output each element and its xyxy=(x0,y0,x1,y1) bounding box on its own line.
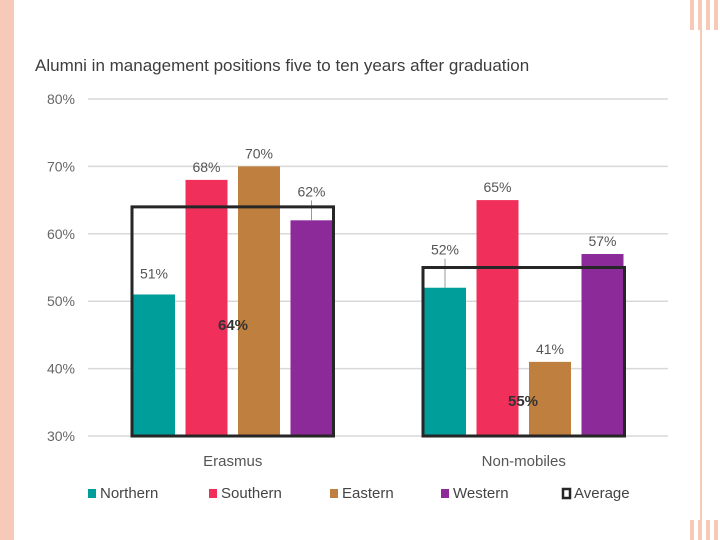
legend-swatch-southern xyxy=(209,489,217,498)
slide-corner-decoration xyxy=(690,520,720,540)
data-label: 62% xyxy=(297,183,325,199)
legend-label: Average xyxy=(574,485,630,502)
y-tick-label: 70% xyxy=(47,158,75,174)
legend-swatch-average xyxy=(561,487,572,500)
slide-corner-decoration xyxy=(690,0,720,30)
category-label: Non-mobiles xyxy=(482,453,566,470)
y-tick-label: 40% xyxy=(47,361,75,377)
average-box xyxy=(130,205,335,438)
average-label: 55% xyxy=(508,393,538,410)
slide-left-border xyxy=(0,0,14,540)
bar-eastern xyxy=(238,166,280,436)
bar-southern xyxy=(476,200,519,436)
y-tick-label: 30% xyxy=(47,428,75,444)
average-label: 64% xyxy=(218,317,248,334)
y-tick-label: 60% xyxy=(47,226,75,242)
data-label: 70% xyxy=(245,145,273,161)
data-label: 52% xyxy=(431,242,459,258)
y-tick-label: 80% xyxy=(47,91,75,107)
legend-swatch-northern xyxy=(88,489,96,498)
bar-southern xyxy=(185,179,228,436)
average-box xyxy=(421,266,626,438)
data-label: 68% xyxy=(192,159,220,175)
y-tick-label: 50% xyxy=(47,293,75,309)
legend-label: Western xyxy=(453,485,509,502)
chart-title: Alumni in management positions five to t… xyxy=(35,56,529,75)
category-label: Erasmus xyxy=(203,453,262,470)
data-label: 65% xyxy=(483,179,511,195)
legend-label: Eastern xyxy=(342,485,394,502)
legend-label: Southern xyxy=(221,485,282,502)
bar-northern xyxy=(424,287,466,436)
bar-western xyxy=(290,220,333,436)
bar-northern xyxy=(133,294,175,436)
data-label: 41% xyxy=(536,341,564,357)
legend-label: Northern xyxy=(100,485,158,502)
data-label: 51% xyxy=(140,265,168,281)
data-label: 57% xyxy=(588,233,616,249)
legend-swatch-western xyxy=(441,489,449,498)
slide-right-border xyxy=(700,30,702,520)
bar-western xyxy=(581,254,624,436)
legend-swatch-eastern xyxy=(330,489,338,498)
bar-eastern xyxy=(529,361,571,436)
